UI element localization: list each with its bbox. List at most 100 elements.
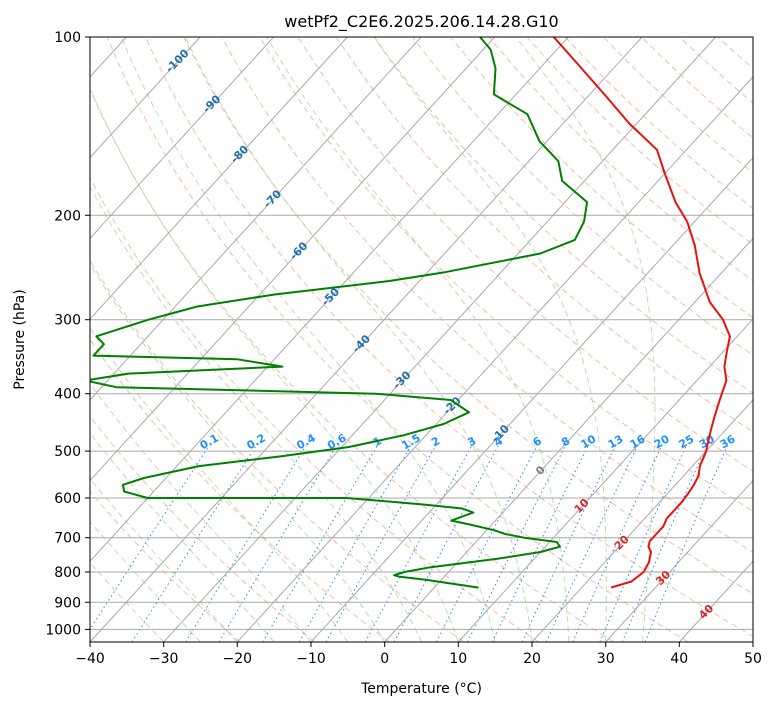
plot-area: 0.1 0.2 0.4 0.6 1 1.5 2 3 4 6 8 10 13 16 20 25 30 36-100-…	[90, 37, 775, 642]
dry-adiabat-line	[641, 37, 753, 139]
isotherm-line	[678, 560, 753, 642]
mixing-ratio-line	[644, 445, 728, 642]
dry-adiabat-line	[717, 37, 753, 70]
y-axis-label: Pressure (hPa)	[12, 289, 28, 389]
dry-adiabat-line	[90, 176, 540, 642]
dry-adiabat-line	[374, 37, 753, 394]
dry-adiabat-line	[90, 88, 614, 642]
y-tick-label: 100	[54, 30, 81, 46]
y-tick-label: 200	[54, 208, 81, 224]
dry-adiabat-line	[90, 490, 241, 642]
dry-adiabat-line	[221, 37, 753, 553]
x-tick-label: −20	[223, 651, 253, 667]
moist-adiabat-line	[184, 37, 533, 642]
dry-adiabat-line	[145, 37, 753, 637]
y-axis: 100 200 300 400 500 600 700 800 900 1000	[45, 30, 90, 638]
isotherm-line	[163, 37, 717, 642]
mixing-ratio-line	[262, 445, 378, 642]
dry-adiabat-line	[90, 338, 390, 642]
y-tick-label: 400	[54, 387, 81, 403]
y-tick-label: 300	[54, 313, 81, 329]
mixing-ratio-line	[435, 445, 538, 642]
isotherm-line	[605, 479, 753, 642]
mixing-ratio-line	[185, 445, 307, 642]
mixing-ratio-line	[325, 445, 436, 642]
dry-adiabats	[90, 37, 775, 642]
moist-adiabat-line	[90, 432, 275, 642]
mixing-ratio-label: 3	[465, 434, 478, 449]
isotherm-line	[90, 37, 422, 401]
mixing-ratio-label: 25	[677, 432, 697, 451]
mixing-ratio-line	[131, 445, 257, 642]
mixing-ratio-line	[90, 445, 210, 631]
dry-adiabat-line	[564, 37, 753, 210]
x-tick-label: −10	[296, 651, 326, 667]
mixing-ratio-lines	[90, 445, 728, 642]
mixing-ratio-label: 0.2	[244, 431, 267, 452]
plot-frame	[89, 36, 754, 643]
dry-adiabat-line	[756, 37, 775, 642]
isotherm-line	[752, 641, 753, 642]
isotherm-line	[90, 37, 569, 562]
dry-adiabat-line	[106, 37, 689, 642]
mixing-ratio-label: 8	[559, 434, 572, 449]
dry-adiabat-line	[297, 37, 753, 472]
mixing-ratio-line	[364, 445, 473, 642]
mixing-ratio-label: 2	[429, 434, 442, 449]
mixing-ratio-label: 16	[628, 432, 648, 451]
mixing-ratio-label: 0.1	[198, 431, 221, 452]
isotherm-line	[90, 37, 275, 240]
isotherm-line	[90, 37, 496, 482]
isotherm-line	[531, 399, 753, 642]
dry-adiabat-line	[335, 37, 753, 433]
dewpoint-profile-line	[90, 37, 589, 589]
y-tick-label: 500	[54, 444, 81, 460]
y-tick-label: 600	[54, 491, 81, 507]
x-axis: −40 −30 −20 −10 0 10 20 30 40 50	[75, 642, 762, 667]
mixing-ratio-line	[393, 445, 499, 642]
x-tick-label: 30	[597, 651, 615, 667]
dry-adiabat-line	[603, 37, 753, 174]
mixing-ratio-label: 13	[606, 432, 626, 451]
mixing-ratio-label: 6	[531, 434, 544, 449]
mixing-ratio-label: 20	[652, 432, 672, 451]
dry-adiabat-line	[90, 415, 316, 642]
isotherm-line	[90, 37, 643, 642]
isotherm-line	[90, 37, 348, 320]
x-tick-label: 0	[380, 651, 389, 667]
isotherms	[90, 37, 753, 642]
moist-adiabat-line	[373, 37, 607, 642]
x-tick-label: 20	[523, 651, 541, 667]
moist-adiabat-line	[120, 37, 496, 642]
x-axis-label: Temperature (°C)	[360, 681, 482, 697]
x-tick-label: 10	[449, 651, 467, 667]
moist-adiabat-line	[90, 86, 459, 642]
moist-adiabat-line	[90, 382, 312, 642]
dry-adiabat-line	[90, 259, 465, 642]
y-tick-label: 800	[54, 565, 81, 581]
isotherm-line	[236, 76, 753, 642]
temperature-profile-line	[552, 37, 731, 589]
x-tick-label: −40	[75, 651, 105, 667]
y-tick-label: 700	[54, 531, 81, 547]
mixing-ratio-line	[218, 445, 338, 642]
mixing-ratio-line	[298, 445, 412, 642]
profile-series	[90, 37, 731, 589]
dry-adiabat-line	[679, 37, 753, 104]
mixing-ratio-line	[491, 445, 589, 642]
y-tick-label: 900	[54, 595, 81, 611]
isotherm-line	[90, 37, 201, 159]
mixing-ratio-line	[521, 445, 616, 642]
moist-adiabat-line	[266, 37, 570, 642]
y-tick-label: 1000	[45, 622, 81, 638]
dry-adiabat-line	[412, 37, 753, 356]
x-tick-label: 40	[670, 651, 688, 667]
dry-adiabat-line	[259, 37, 753, 512]
mixing-ratio-line	[467, 445, 566, 642]
isotherm-line	[310, 156, 753, 642]
dry-adiabat-line	[526, 37, 753, 246]
chart-title: wetPf2_C2E6.2025.206.14.28.G10	[284, 12, 558, 32]
moist-adiabat-line	[90, 185, 422, 642]
isotherm-line	[384, 237, 753, 642]
